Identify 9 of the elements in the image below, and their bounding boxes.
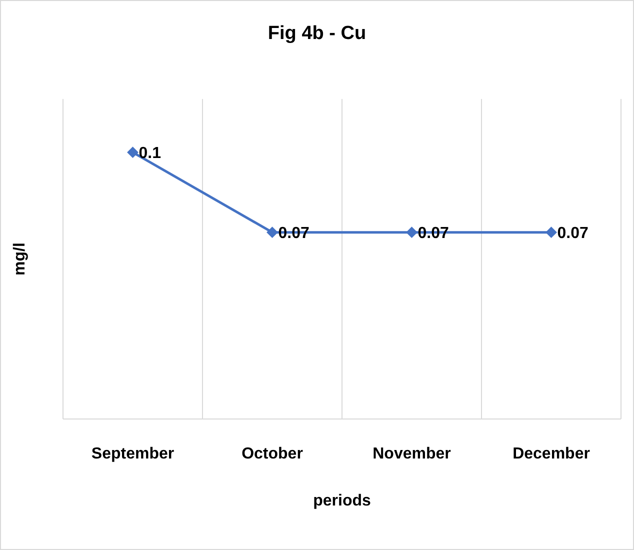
- x-tick-label: December: [512, 445, 590, 462]
- data-label: 0.07: [557, 225, 588, 242]
- data-label: 0.1: [138, 145, 162, 162]
- x-tick-label: September: [91, 445, 174, 462]
- x-axis-title: periods: [313, 492, 371, 510]
- x-tick-label: October: [242, 445, 303, 462]
- x-tick-label: November: [372, 445, 451, 462]
- chart-title: Fig 4b - Cu: [266, 23, 368, 45]
- y-axis-title: mg/l: [12, 242, 29, 276]
